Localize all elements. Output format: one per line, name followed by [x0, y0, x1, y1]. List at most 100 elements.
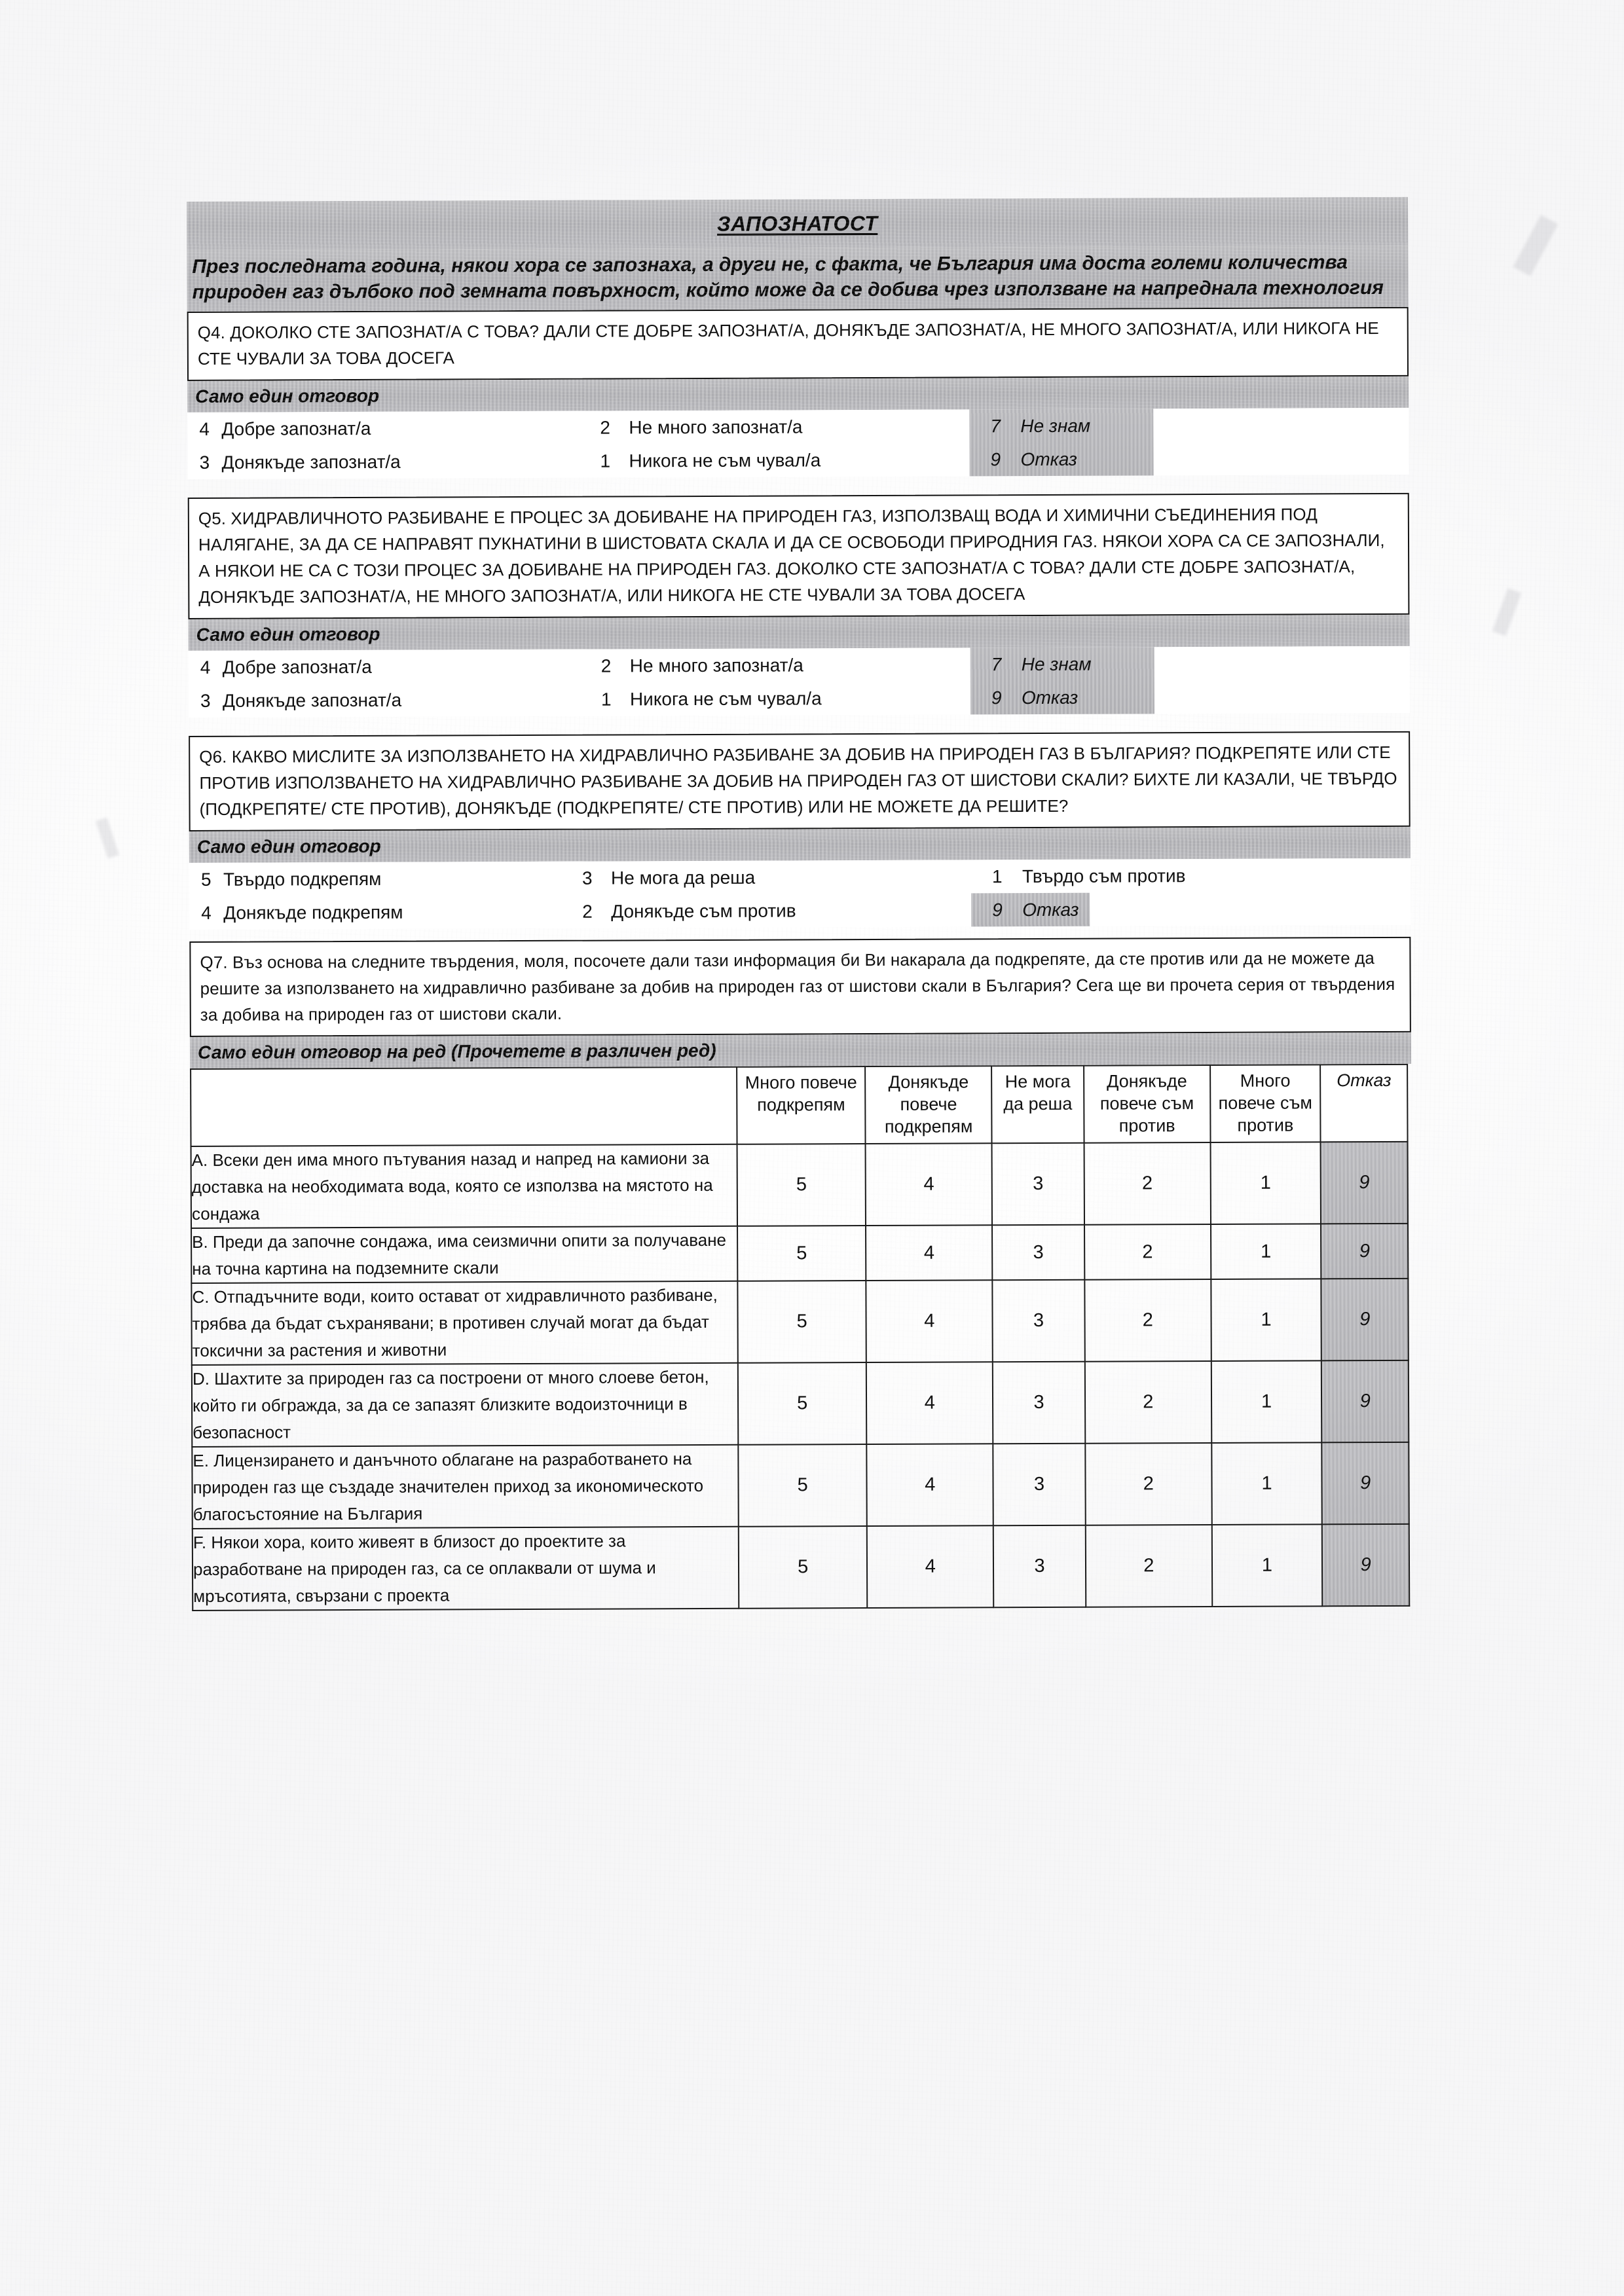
rating-cell-refuse[interactable]: 9	[1322, 1523, 1410, 1607]
rating-cell[interactable]: 5	[738, 1526, 868, 1609]
rating-cell[interactable]: 1	[1211, 1524, 1323, 1607]
column-header-somewhat-more-oppose: Донякъде повече съм против	[1084, 1065, 1211, 1143]
q5-option-label[interactable]: Не много запознат/а	[629, 655, 803, 676]
statement-cell: C. Отпадъчните води, които остават от хи…	[191, 1281, 738, 1365]
scan-artifact-mark	[96, 817, 119, 859]
rating-cell[interactable]: 2	[1085, 1525, 1212, 1607]
statement-cell: D. Шахтите за природен газ са построени …	[191, 1362, 739, 1447]
rating-cell[interactable]: 4	[867, 1525, 994, 1609]
section-intro: През последната година, някои хора се за…	[187, 245, 1409, 312]
rating-cell-refuse[interactable]: 9	[1321, 1278, 1409, 1361]
q6-option-label[interactable]: Донякъде съм против	[611, 900, 796, 922]
rating-cell[interactable]: 2	[1084, 1361, 1211, 1444]
q7-instruction: Само един отговор на ред (Прочетете в ра…	[189, 1032, 1412, 1068]
q4-instruction: Само един отговор	[187, 376, 1409, 412]
q4-option-code[interactable]: 3	[199, 452, 210, 473]
rating-cell[interactable]: 4	[866, 1444, 993, 1527]
q6-option-label[interactable]: Твърдо подкрепям	[223, 868, 382, 890]
q5-option-label[interactable]: Донякъде запознат/а	[222, 689, 402, 711]
q4-option-code[interactable]: 4	[199, 418, 210, 439]
q5-spacer	[970, 647, 980, 681]
q4-option-code[interactable]: 2	[600, 417, 610, 438]
q6-option-label[interactable]: Не мога да реша	[610, 867, 756, 888]
q6-option-code[interactable]: 4	[201, 902, 212, 923]
statement-cell: E. Лицензирането и данъчното облагане на…	[192, 1444, 739, 1529]
q6-option-label[interactable]: Донякъде подкрепям	[223, 902, 403, 923]
q4-option-label[interactable]: Добре запознат/а	[221, 418, 371, 439]
table-row: F. Някои хора, които живеят в близост до…	[192, 1523, 1410, 1611]
question-q4-text: Q4. ДОКОЛКО СТЕ ЗАПОЗНАТ/А С ТОВА? ДАЛИ …	[197, 318, 1379, 369]
q5-option-code[interactable]: 3	[200, 690, 211, 711]
q5-option-code[interactable]: 7	[991, 654, 1002, 675]
q4-option-code[interactable]: 7	[990, 416, 1001, 437]
statement-cell: B. Преди да започне сондажа, има сеизмич…	[191, 1226, 738, 1283]
table-row: A. Всеки ден има много пътувания назад и…	[191, 1141, 1409, 1228]
q6-option-code[interactable]: 1	[991, 866, 1003, 887]
q4-option-label[interactable]: Отказ	[1020, 448, 1077, 470]
q5-option-label[interactable]: Никога не съм чувал/а	[629, 688, 822, 710]
rating-cell[interactable]: 1	[1210, 1224, 1321, 1280]
rating-cell[interactable]: 5	[738, 1444, 868, 1527]
q6-option-code[interactable]: 9	[992, 900, 1003, 920]
rating-cell[interactable]: 3	[992, 1224, 1085, 1281]
rating-cell[interactable]: 3	[992, 1279, 1085, 1362]
q4-option-label[interactable]: Донякъде запознат/а	[221, 451, 401, 473]
statement-cell: A. Всеки ден има много пътувания назад и…	[191, 1144, 737, 1228]
rating-cell[interactable]: 1	[1211, 1360, 1322, 1444]
q6-spacer	[971, 860, 980, 893]
rating-cell[interactable]: 3	[993, 1443, 1086, 1526]
question-q5-text: Q5. ХИДРАВЛИЧНОТО РАЗБИВАНЕ Е ПРОЦЕС ЗА …	[198, 504, 1385, 607]
column-header-somewhat-more-support: Донякъде повече подкрепям	[865, 1066, 992, 1144]
table-row: E. Лицензирането и данъчното облагане на…	[192, 1442, 1409, 1529]
q5-option-code[interactable]: 1	[600, 689, 612, 710]
q6-option-code[interactable]: 3	[581, 867, 593, 888]
q4-option-label[interactable]: Никога не съм чувал/а	[629, 450, 821, 471]
q6-option-code[interactable]: 2	[582, 901, 593, 922]
rating-cell[interactable]: 4	[866, 1280, 993, 1363]
rating-cell[interactable]: 4	[866, 1225, 993, 1281]
rating-cell[interactable]: 3	[992, 1361, 1086, 1444]
rating-cell-refuse[interactable]: 9	[1321, 1223, 1409, 1279]
rating-cell[interactable]: 5	[737, 1144, 866, 1226]
scan-artifact-mark	[1513, 215, 1559, 276]
rating-cell[interactable]: 1	[1211, 1442, 1323, 1525]
rating-cell-refuse[interactable]: 9	[1320, 1141, 1409, 1224]
rating-cell[interactable]: 2	[1084, 1279, 1211, 1362]
questionnaire-page: ЗАПОЗНАТОСТ През последната година, няко…	[187, 196, 1413, 1611]
q6-option-code[interactable]: 5	[200, 869, 212, 890]
q5-option-label[interactable]: Добре запознат/а	[222, 656, 372, 678]
rating-cell[interactable]: 2	[1084, 1224, 1211, 1280]
q5-option-label[interactable]: Не знам	[1021, 653, 1092, 675]
question-q7-text: Q7. Въз основа на следните твърдения, мо…	[200, 948, 1395, 1025]
rating-cell-refuse[interactable]: 9	[1321, 1360, 1409, 1443]
q4-option-label[interactable]: Не знам	[1020, 415, 1091, 437]
q4-option-label[interactable]: Не много запознат/а	[629, 416, 803, 438]
q5-option-code[interactable]: 4	[200, 657, 211, 678]
table-row: C. Отпадъчните води, които остават от хи…	[191, 1278, 1409, 1365]
q4-option-code[interactable]: 9	[990, 449, 1001, 470]
q4-option-code[interactable]: 1	[600, 450, 611, 471]
section-title-band: ЗАПОЗНАТОСТ	[187, 196, 1409, 250]
q5-option-code[interactable]: 2	[600, 655, 612, 676]
rating-cell[interactable]: 1	[1210, 1142, 1321, 1225]
rating-cell[interactable]: 2	[1085, 1443, 1212, 1525]
rating-cell-refuse[interactable]: 9	[1321, 1442, 1409, 1525]
q5-option-code[interactable]: 9	[991, 687, 1002, 708]
rating-cell[interactable]: 5	[737, 1281, 867, 1363]
rating-cell[interactable]: 5	[737, 1362, 867, 1445]
question-q6-text: Q6. КАКВО МИСЛИТЕ ЗА ИЗПОЛЗВАНЕТО НА ХИД…	[199, 742, 1397, 819]
rating-cell[interactable]: 4	[866, 1143, 993, 1226]
table-row: D. Шахтите за природен газ са построени …	[191, 1360, 1409, 1447]
rating-cell[interactable]: 2	[1084, 1142, 1211, 1225]
rating-cell[interactable]: 4	[866, 1362, 993, 1445]
q6-instruction: Само един отговор	[189, 826, 1411, 863]
q5-option-label[interactable]: Отказ	[1021, 687, 1079, 708]
scan-artifact-mark	[1492, 588, 1522, 636]
rating-cell[interactable]: 3	[991, 1142, 1084, 1226]
q6-option-label[interactable]: Твърдо съм против	[1022, 866, 1186, 887]
rating-cell[interactable]: 5	[737, 1226, 866, 1281]
rating-cell[interactable]: 1	[1210, 1279, 1322, 1362]
rating-cell[interactable]: 3	[993, 1525, 1086, 1608]
q6-option-label[interactable]: Отказ	[1022, 899, 1079, 920]
page-title: ЗАПОЗНАТОСТ	[712, 211, 882, 236]
